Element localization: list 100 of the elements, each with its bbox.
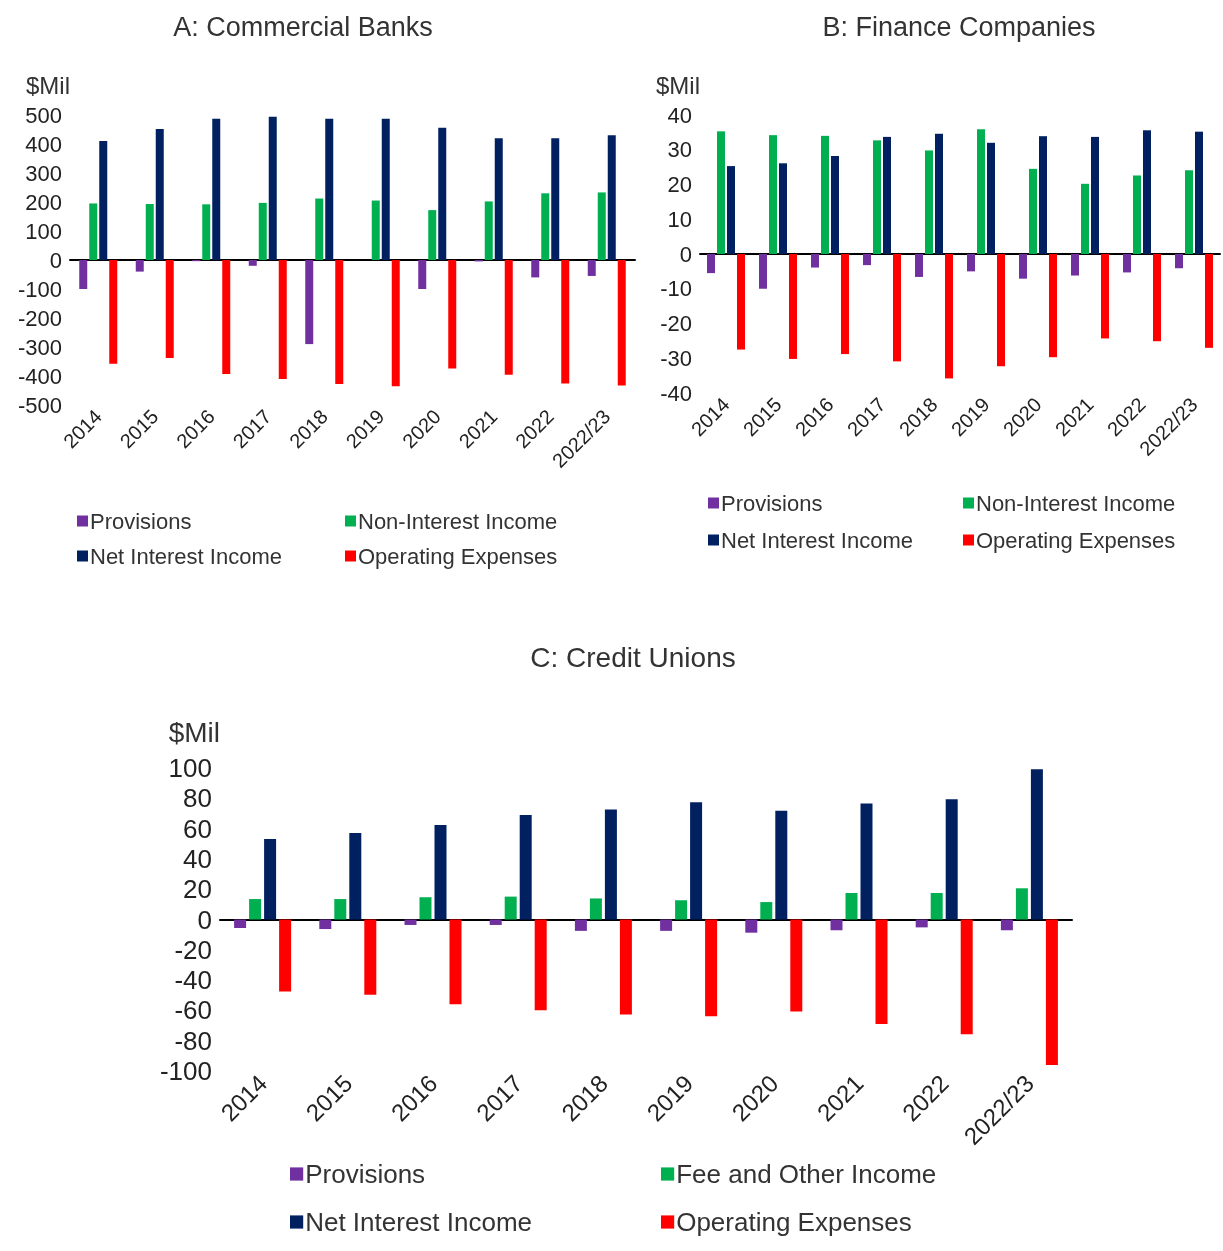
- bar: [960, 919, 973, 1035]
- bar: [1185, 170, 1193, 254]
- y-tick-label: 300: [25, 160, 62, 186]
- y-tick-label: -100: [159, 1056, 212, 1086]
- bar: [1030, 769, 1043, 920]
- bar: [675, 900, 688, 920]
- bar: [841, 254, 849, 355]
- bar: [494, 138, 503, 260]
- bar: [1143, 130, 1151, 254]
- bar: [863, 254, 871, 266]
- y-axis-title: $Mil: [25, 71, 70, 99]
- y-tick-label: -300: [17, 334, 62, 360]
- bar: [660, 919, 673, 931]
- legend-label: Net Interest Income: [305, 1207, 533, 1237]
- bar: [551, 138, 560, 260]
- y-tick-label: 40: [183, 843, 212, 874]
- bar: [883, 136, 891, 254]
- bar: [364, 919, 377, 995]
- bar: [519, 814, 532, 920]
- bar: [202, 204, 211, 260]
- y-tick-label: 10: [667, 206, 692, 232]
- y-tick-label: 80: [183, 783, 212, 814]
- bar: [707, 254, 715, 274]
- bar: [811, 254, 819, 268]
- bar: [589, 898, 602, 920]
- bar: [1015, 888, 1028, 920]
- bar: [222, 260, 231, 374]
- bar: [89, 203, 98, 260]
- bar: [737, 254, 745, 350]
- y-tick-label: 30: [667, 137, 692, 163]
- bar: [617, 260, 626, 386]
- bar: [371, 200, 380, 260]
- y-tick-label: -20: [174, 934, 212, 965]
- bar: [419, 897, 432, 920]
- bar: [155, 128, 164, 260]
- y-tick-label: -20: [660, 311, 692, 336]
- legend-label: Operating Expenses: [358, 543, 558, 569]
- bar: [945, 799, 958, 920]
- bar: [1133, 175, 1141, 254]
- y-axis-title: $Mil: [655, 71, 700, 99]
- y-tick-label: 20: [183, 874, 212, 905]
- bar: [745, 919, 758, 933]
- bar: [109, 260, 118, 364]
- bar: [541, 193, 550, 260]
- legend-label: Provisions: [721, 490, 823, 516]
- bar: [325, 118, 334, 260]
- bar: [438, 127, 447, 260]
- bar: [775, 810, 788, 920]
- y-tick-label: -500: [17, 392, 62, 418]
- bar: [264, 838, 277, 920]
- y-tick-label: 0: [49, 247, 62, 273]
- bar: [234, 919, 247, 928]
- bar: [977, 129, 985, 254]
- bar: [1195, 131, 1203, 254]
- bar: [449, 919, 462, 1005]
- bar: [319, 919, 332, 930]
- bar: [1081, 183, 1089, 254]
- y-tick-label: 400: [25, 131, 62, 157]
- legend-label: Provisions: [90, 508, 192, 534]
- bar: [930, 892, 943, 920]
- bar: [278, 260, 287, 379]
- bar: [574, 919, 587, 931]
- bar: [404, 919, 417, 925]
- bar: [489, 919, 502, 925]
- bar: [1123, 254, 1131, 273]
- bar: [434, 825, 447, 920]
- bar: [448, 260, 457, 369]
- bar: [893, 254, 901, 362]
- bar: [212, 118, 221, 260]
- legend-label: Operating Expenses: [676, 1207, 912, 1237]
- bar: [860, 803, 873, 920]
- chart-title: B: Finance Companies: [822, 11, 1096, 42]
- bar: [165, 260, 174, 359]
- bar: [597, 192, 606, 260]
- bar: [997, 254, 1005, 367]
- legend-label: Fee and Other Income: [676, 1159, 937, 1189]
- bar: [381, 118, 390, 260]
- y-axis-title: $Mil: [168, 716, 220, 748]
- bar: [349, 832, 362, 920]
- y-tick-label: -80: [174, 1025, 212, 1056]
- bar: [249, 899, 262, 920]
- bar: [504, 896, 517, 920]
- bar: [830, 919, 843, 931]
- legend-label: Net Interest Income: [90, 543, 282, 569]
- bar: [99, 141, 108, 260]
- y-tick-label: -10: [660, 276, 692, 302]
- chart-title: A: Commercial Banks: [173, 11, 433, 42]
- bar: [1205, 254, 1213, 348]
- bar: [967, 254, 975, 272]
- bar: [789, 254, 797, 359]
- bar: [759, 254, 767, 289]
- y-tick-label: 0: [679, 241, 692, 267]
- bar: [690, 802, 703, 920]
- bar: [1045, 919, 1058, 1065]
- y-tick-label: 20: [667, 172, 692, 197]
- bar: [873, 140, 881, 254]
- bar: [268, 116, 277, 260]
- chart-title: C: Credit Unions: [530, 641, 736, 673]
- y-tick-label: 500: [25, 102, 62, 128]
- bar: [875, 919, 888, 1025]
